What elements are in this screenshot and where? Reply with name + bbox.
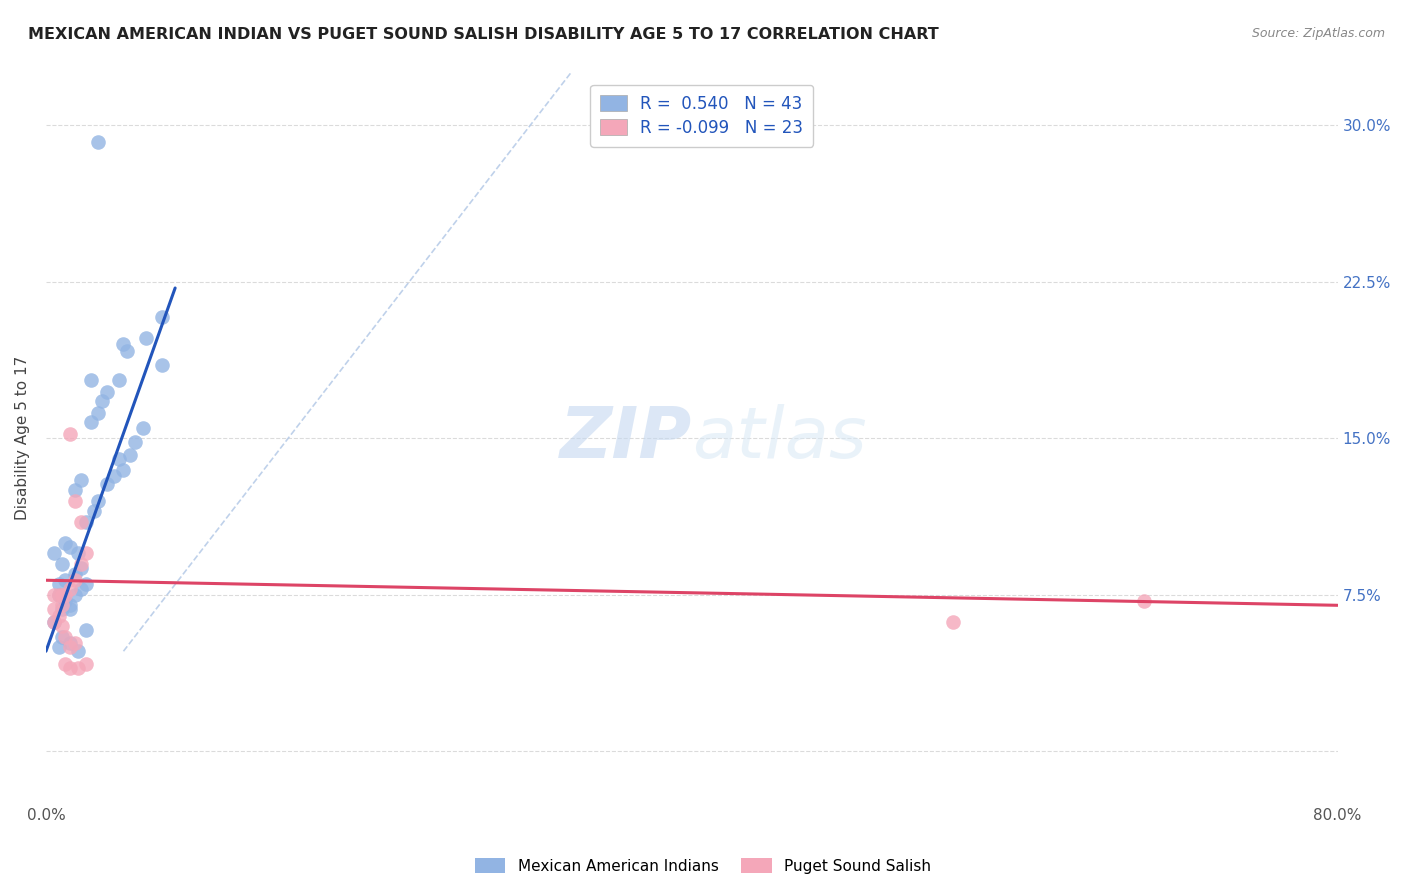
- Point: [48, 608, 70, 623]
- Point: [59, 540, 82, 554]
- Point: [51, 630, 73, 644]
- Point: [86, 135, 108, 149]
- Point: [48, 588, 70, 602]
- Point: [51, 588, 73, 602]
- Point: [51, 599, 73, 613]
- Point: [51, 602, 73, 616]
- Point: [59, 640, 82, 654]
- Text: MEXICAN AMERICAN INDIAN VS PUGET SOUND SALISH DISABILITY AGE 5 TO 17 CORRELATION: MEXICAN AMERICAN INDIAN VS PUGET SOUND S…: [28, 27, 939, 42]
- Point: [48, 640, 70, 654]
- Legend: R =  0.540   N = 43, R = -0.099   N = 23: R = 0.540 N = 43, R = -0.099 N = 23: [591, 85, 813, 147]
- Point: [51, 619, 73, 633]
- Point: [70, 515, 93, 529]
- Point: [63, 483, 86, 498]
- Point: [48, 577, 70, 591]
- Point: [63, 636, 86, 650]
- Point: [112, 462, 135, 476]
- Point: [86, 406, 108, 420]
- Point: [70, 473, 93, 487]
- Point: [63, 494, 86, 508]
- Point: [96, 477, 118, 491]
- Point: [96, 385, 118, 400]
- Point: [42, 615, 65, 629]
- Legend: Mexican American Indians, Puget Sound Salish: Mexican American Indians, Puget Sound Sa…: [468, 852, 938, 880]
- Point: [59, 599, 82, 613]
- Point: [63, 574, 86, 588]
- Point: [115, 343, 138, 358]
- Point: [67, 661, 90, 675]
- Point: [70, 560, 93, 574]
- Point: [124, 435, 146, 450]
- Point: [118, 448, 141, 462]
- Point: [80, 415, 103, 429]
- Point: [107, 373, 129, 387]
- Point: [59, 636, 82, 650]
- Point: [42, 602, 65, 616]
- Point: [1133, 594, 1156, 608]
- Point: [103, 468, 125, 483]
- Point: [83, 504, 105, 518]
- Point: [75, 546, 97, 560]
- Text: Source: ZipAtlas.com: Source: ZipAtlas.com: [1251, 27, 1385, 40]
- Point: [132, 421, 155, 435]
- Point: [150, 310, 173, 325]
- Point: [53, 588, 76, 602]
- Point: [63, 566, 86, 581]
- Point: [42, 546, 65, 560]
- Point: [67, 644, 90, 658]
- Point: [75, 577, 97, 591]
- Point: [86, 494, 108, 508]
- Y-axis label: Disability Age 5 to 17: Disability Age 5 to 17: [15, 356, 30, 520]
- Point: [91, 393, 114, 408]
- Point: [112, 337, 135, 351]
- Point: [59, 582, 82, 596]
- Point: [67, 546, 90, 560]
- Text: atlas: atlas: [692, 404, 866, 473]
- Point: [942, 615, 965, 629]
- Point: [42, 615, 65, 629]
- Point: [53, 535, 76, 549]
- Point: [75, 515, 97, 529]
- Point: [70, 557, 93, 571]
- Point: [53, 594, 76, 608]
- Point: [59, 661, 82, 675]
- Point: [59, 427, 82, 442]
- Point: [135, 331, 157, 345]
- Point: [48, 588, 70, 602]
- Point: [53, 657, 76, 671]
- Point: [75, 657, 97, 671]
- Point: [150, 358, 173, 372]
- Point: [75, 624, 97, 638]
- Text: ZIP: ZIP: [560, 404, 692, 473]
- Point: [51, 557, 73, 571]
- Point: [53, 630, 76, 644]
- Point: [53, 574, 76, 588]
- Point: [59, 602, 82, 616]
- Point: [63, 588, 86, 602]
- Point: [70, 582, 93, 596]
- Point: [107, 452, 129, 467]
- Point: [42, 588, 65, 602]
- Point: [80, 373, 103, 387]
